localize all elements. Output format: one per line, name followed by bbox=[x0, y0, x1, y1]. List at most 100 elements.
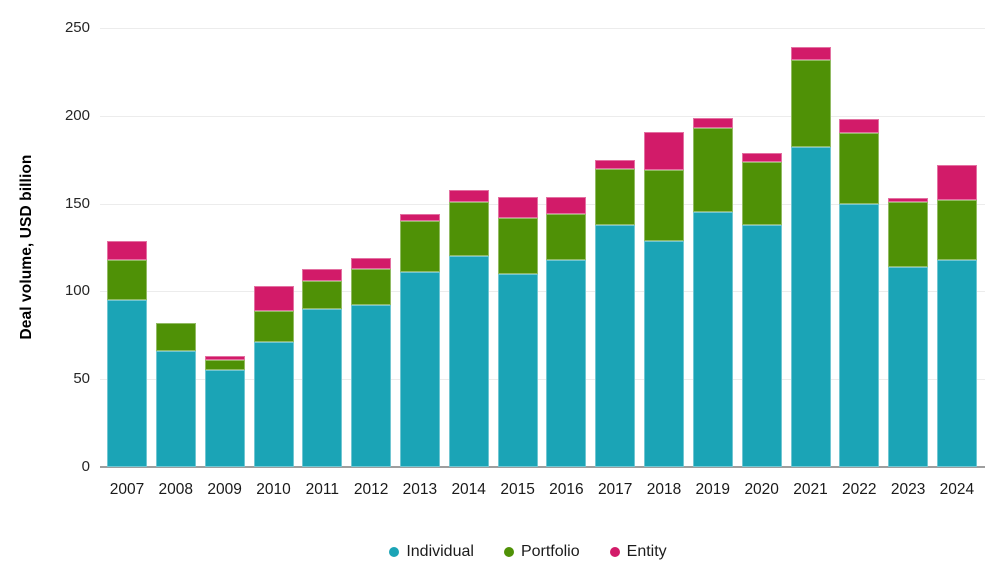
individual-segment bbox=[741, 224, 782, 467]
legend-item-individual: Individual bbox=[389, 543, 474, 561]
x-tick-label: 2013 bbox=[402, 481, 438, 498]
individual-segment bbox=[546, 259, 587, 467]
entity-segment bbox=[692, 117, 733, 129]
portfolio-segment bbox=[888, 201, 929, 267]
entity-segment bbox=[399, 214, 440, 222]
y-axis-title: Deal volume, USD billion bbox=[18, 154, 35, 340]
entity-segment bbox=[107, 240, 147, 260]
portfolio-segment bbox=[741, 161, 782, 225]
gridline bbox=[100, 203, 985, 205]
individual-segment bbox=[107, 300, 147, 467]
entity-segment bbox=[839, 119, 880, 134]
individual-segment bbox=[253, 342, 294, 467]
x-tick-label: 2018 bbox=[646, 481, 682, 498]
gridline bbox=[100, 291, 985, 293]
legend-label: Portfolio bbox=[520, 543, 580, 560]
entity-segment bbox=[546, 196, 587, 215]
individual-segment bbox=[644, 240, 684, 467]
portfolio-segment bbox=[546, 214, 587, 260]
portfolio-segment bbox=[107, 259, 147, 301]
individual-segment bbox=[351, 305, 392, 467]
entity-segment bbox=[351, 258, 392, 269]
bar-2019 bbox=[692, 117, 733, 467]
individual-segment bbox=[595, 224, 636, 467]
portfolio-segment bbox=[595, 168, 636, 225]
entity-segment bbox=[790, 47, 831, 60]
bar-2023 bbox=[888, 198, 929, 467]
portfolio-segment bbox=[497, 217, 538, 274]
entity-segment bbox=[497, 196, 538, 218]
individual-segment bbox=[155, 351, 196, 467]
bar-2013 bbox=[399, 214, 440, 467]
legend-label: Entity bbox=[626, 543, 667, 560]
entity-segment bbox=[644, 131, 684, 171]
legend-swatch bbox=[389, 547, 400, 557]
entity-segment bbox=[204, 356, 245, 360]
portfolio-segment bbox=[302, 280, 343, 309]
portfolio-segment bbox=[790, 59, 831, 148]
portfolio-segment bbox=[351, 268, 392, 306]
individual-segment bbox=[399, 272, 440, 467]
entity-segment bbox=[595, 159, 636, 169]
individual-segment bbox=[839, 203, 880, 467]
bar-2014 bbox=[448, 189, 489, 467]
gridline bbox=[100, 115, 985, 117]
entity-segment bbox=[741, 152, 782, 162]
portfolio-segment bbox=[204, 359, 245, 371]
bar-2012 bbox=[351, 258, 392, 467]
x-tick-label: 2024 bbox=[939, 481, 975, 498]
x-tick-label: 2019 bbox=[695, 481, 731, 498]
x-tick-label: 2010 bbox=[256, 481, 291, 498]
entity-segment bbox=[448, 189, 489, 202]
portfolio-segment bbox=[253, 310, 294, 343]
gridline bbox=[100, 379, 985, 381]
individual-segment bbox=[692, 212, 733, 467]
x-tick-label: 2011 bbox=[305, 481, 339, 498]
bar-2010 bbox=[253, 286, 294, 467]
legend-swatch bbox=[503, 547, 514, 557]
y-tick-label: 250 bbox=[64, 19, 90, 36]
portfolio-segment bbox=[936, 200, 977, 260]
individual-segment bbox=[448, 256, 489, 467]
x-tick-label: 2020 bbox=[744, 481, 779, 498]
bar-2016 bbox=[546, 196, 587, 467]
bar-2024 bbox=[936, 165, 977, 467]
legend-item-portfolio: Portfolio bbox=[503, 543, 580, 561]
portfolio-segment bbox=[155, 323, 196, 352]
x-axis-line bbox=[100, 466, 985, 468]
entity-segment bbox=[253, 286, 294, 311]
x-tick-label: 2023 bbox=[890, 481, 926, 498]
bar-2008 bbox=[155, 323, 196, 467]
plot-area bbox=[100, 28, 985, 468]
y-tick-label: 100 bbox=[64, 282, 90, 300]
individual-segment bbox=[497, 273, 538, 467]
bar-2007 bbox=[107, 240, 147, 467]
y-tick-label: 150 bbox=[64, 194, 90, 212]
entity-segment bbox=[936, 165, 977, 201]
x-tick-label: 2012 bbox=[353, 481, 389, 498]
legend-item-entity: Entity bbox=[609, 543, 667, 561]
individual-segment bbox=[302, 309, 343, 467]
bar-2021 bbox=[790, 47, 831, 467]
portfolio-segment bbox=[692, 128, 733, 213]
portfolio-segment bbox=[839, 133, 880, 204]
portfolio-segment bbox=[399, 221, 440, 273]
bar-2009 bbox=[204, 356, 245, 467]
bar-2020 bbox=[741, 152, 782, 467]
legend: Individual Portfolio Entity bbox=[28, 543, 1000, 561]
legend-swatch bbox=[609, 547, 620, 557]
x-tick-label: 2015 bbox=[500, 481, 535, 498]
bar-2017 bbox=[595, 159, 636, 467]
bar-2015 bbox=[497, 196, 538, 467]
x-tick-label: 2009 bbox=[207, 481, 242, 498]
x-tick-label: 2016 bbox=[549, 481, 584, 498]
entity-segment bbox=[888, 198, 929, 202]
bar-2022 bbox=[839, 119, 880, 467]
x-tick-label: 2014 bbox=[451, 481, 486, 498]
y-tick-label: 200 bbox=[64, 106, 90, 124]
x-tick-label: 2008 bbox=[158, 481, 194, 498]
portfolio-segment bbox=[448, 201, 489, 257]
portfolio-segment bbox=[644, 170, 684, 241]
individual-segment bbox=[204, 370, 245, 467]
gridline bbox=[100, 28, 985, 29]
